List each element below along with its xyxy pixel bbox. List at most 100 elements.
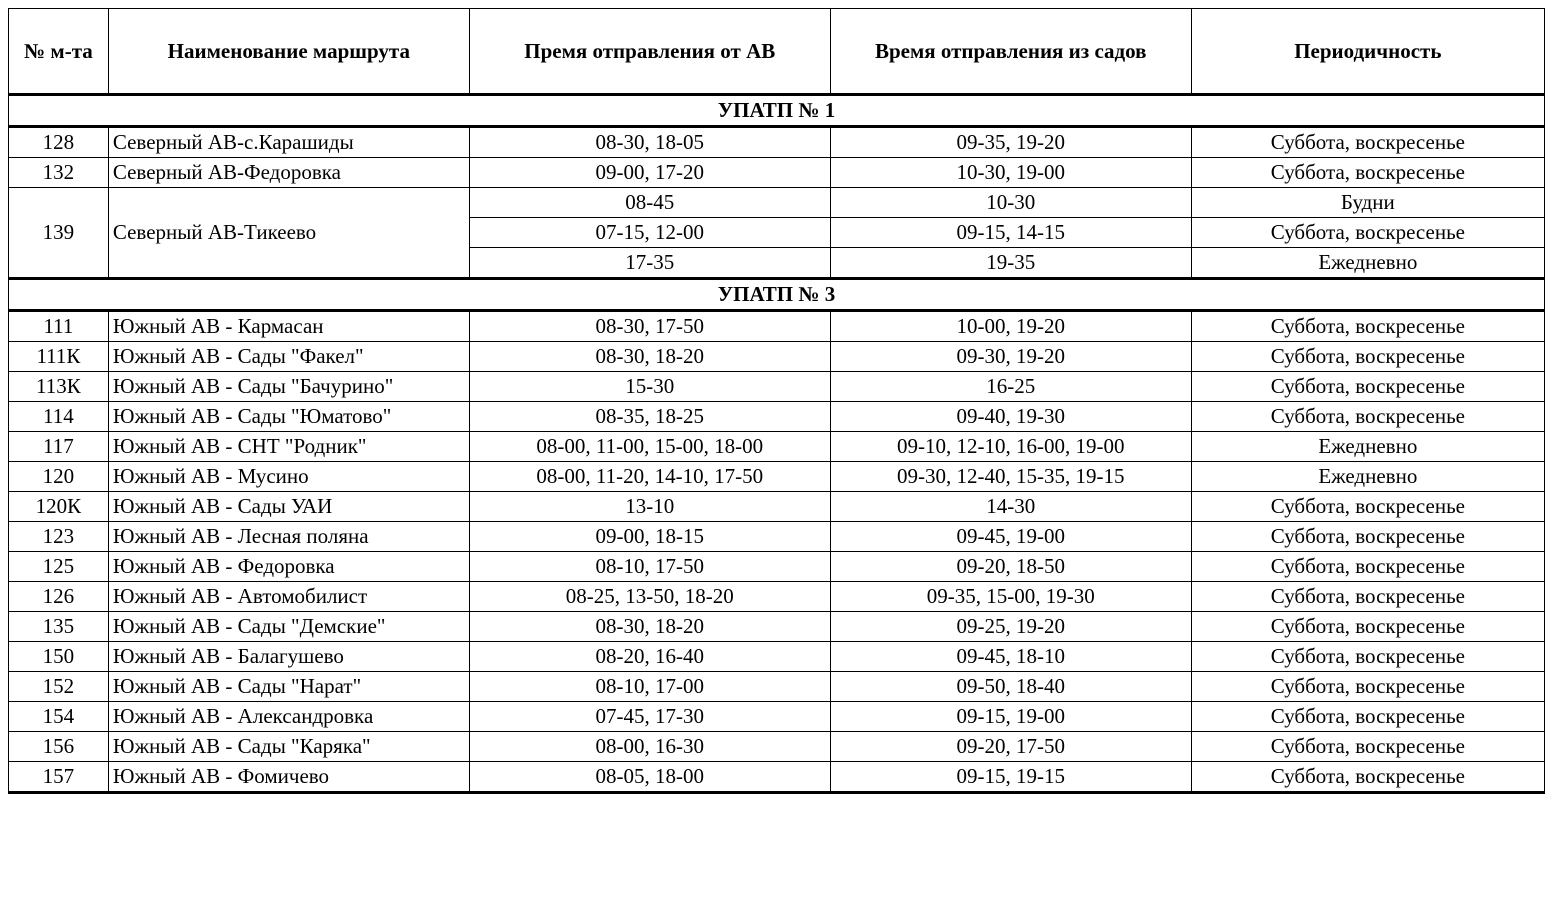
table-row: 113КЮжный АВ - Сады "Бачурино"15-3016-25… [9, 372, 1545, 402]
cell-periodicity: Будни [1191, 188, 1544, 218]
cell-departure: 17-35 [469, 248, 830, 279]
header-periodicity: Периодичность [1191, 9, 1544, 95]
cell-route-no: 114 [9, 402, 109, 432]
cell-route-no: 150 [9, 642, 109, 672]
header-return: Время отправления из садов [830, 9, 1191, 95]
cell-periodicity: Суббота, воскресенье [1191, 642, 1544, 672]
cell-periodicity: Суббота, воскресенье [1191, 218, 1544, 248]
table-row: 132Северный АВ-Федоровка09-00, 17-2010-3… [9, 158, 1545, 188]
cell-route-no: 111К [9, 342, 109, 372]
cell-periodicity: Ежедневно [1191, 248, 1544, 279]
cell-departure: 08-00, 11-20, 14-10, 17-50 [469, 462, 830, 492]
cell-departure: 09-00, 17-20 [469, 158, 830, 188]
cell-return: 09-15, 19-15 [830, 762, 1191, 793]
cell-periodicity: Суббота, воскресенье [1191, 702, 1544, 732]
cell-return: 09-15, 19-00 [830, 702, 1191, 732]
table-row: 157Южный АВ - Фомичево08-05, 18-0009-15,… [9, 762, 1545, 793]
cell-periodicity: Суббота, воскресенье [1191, 762, 1544, 793]
cell-departure: 08-45 [469, 188, 830, 218]
cell-return: 10-30 [830, 188, 1191, 218]
cell-route-name: Южный АВ - Кармасан [108, 311, 469, 342]
table-row: 117Южный АВ - СНТ "Родник"08-00, 11-00, … [9, 432, 1545, 462]
cell-return: 09-30, 12-40, 15-35, 19-15 [830, 462, 1191, 492]
table-row: 128Северный АВ-с.Карашиды08-30, 18-0509-… [9, 127, 1545, 158]
cell-route-name: Южный АВ - Сады "Бачурино" [108, 372, 469, 402]
cell-route-name: Северный АВ-Тикеево [108, 188, 469, 279]
cell-route-no: 132 [9, 158, 109, 188]
cell-return: 10-00, 19-20 [830, 311, 1191, 342]
cell-route-no: 113К [9, 372, 109, 402]
cell-route-name: Южный АВ - Сады "Нарат" [108, 672, 469, 702]
cell-route-name: Южный АВ - Лесная поляна [108, 522, 469, 552]
cell-departure: 13-10 [469, 492, 830, 522]
cell-periodicity: Суббота, воскресенье [1191, 127, 1544, 158]
cell-route-name: Южный АВ - Фомичево [108, 762, 469, 793]
cell-departure: 08-00, 16-30 [469, 732, 830, 762]
table-body: УПАТП № 1128Северный АВ-с.Карашиды08-30,… [9, 95, 1545, 793]
cell-route-name: Северный АВ-Федоровка [108, 158, 469, 188]
cell-departure: 08-30, 18-20 [469, 342, 830, 372]
table-row: 154Южный АВ - Александровка07-45, 17-300… [9, 702, 1545, 732]
cell-return: 09-35, 15-00, 19-30 [830, 582, 1191, 612]
section-header: УПАТП № 1 [9, 95, 1545, 127]
cell-departure: 08-00, 11-00, 15-00, 18-00 [469, 432, 830, 462]
cell-periodicity: Суббота, воскресенье [1191, 311, 1544, 342]
table-row: 139Северный АВ-Тикеево08-4510-30Будни [9, 188, 1545, 218]
cell-route-no: 157 [9, 762, 109, 793]
cell-route-no: 139 [9, 188, 109, 279]
header-route-no: № м-та [9, 9, 109, 95]
cell-return: 09-15, 14-15 [830, 218, 1191, 248]
cell-route-name: Южный АВ - СНТ "Родник" [108, 432, 469, 462]
cell-route-name: Южный АВ - Сады "Демские" [108, 612, 469, 642]
cell-route-no: 117 [9, 432, 109, 462]
cell-periodicity: Суббота, воскресенье [1191, 492, 1544, 522]
cell-route-no: 126 [9, 582, 109, 612]
cell-route-name: Южный АВ - Балагушево [108, 642, 469, 672]
cell-periodicity: Суббота, воскресенье [1191, 672, 1544, 702]
table-header: № м-та Наименование маршрута Премя отпра… [9, 9, 1545, 95]
cell-periodicity: Суббота, воскресенье [1191, 158, 1544, 188]
cell-periodicity: Суббота, воскресенье [1191, 342, 1544, 372]
table-row: 125Южный АВ - Федоровка08-10, 17-5009-20… [9, 552, 1545, 582]
table-row: 156Южный АВ - Сады "Каряка"08-00, 16-300… [9, 732, 1545, 762]
cell-periodicity: Суббота, воскресенье [1191, 372, 1544, 402]
cell-return: 14-30 [830, 492, 1191, 522]
cell-route-no: 156 [9, 732, 109, 762]
cell-departure: 07-45, 17-30 [469, 702, 830, 732]
cell-route-name: Южный АВ - Автомобилист [108, 582, 469, 612]
cell-route-no: 111 [9, 311, 109, 342]
cell-departure: 08-35, 18-25 [469, 402, 830, 432]
cell-return: 09-45, 18-10 [830, 642, 1191, 672]
cell-departure: 08-30, 17-50 [469, 311, 830, 342]
cell-route-no: 152 [9, 672, 109, 702]
cell-departure: 08-25, 13-50, 18-20 [469, 582, 830, 612]
cell-route-name: Южный АВ - Сады УАИ [108, 492, 469, 522]
cell-return: 09-25, 19-20 [830, 612, 1191, 642]
cell-return: 09-45, 19-00 [830, 522, 1191, 552]
cell-periodicity: Суббота, воскресенье [1191, 582, 1544, 612]
cell-departure: 08-30, 18-05 [469, 127, 830, 158]
cell-route-no: 128 [9, 127, 109, 158]
cell-route-no: 120 [9, 462, 109, 492]
schedule-table: № м-та Наименование маршрута Премя отпра… [8, 8, 1545, 794]
cell-route-no: 135 [9, 612, 109, 642]
cell-departure: 08-10, 17-00 [469, 672, 830, 702]
cell-route-name: Южный АВ - Сады "Юматово" [108, 402, 469, 432]
cell-route-no: 125 [9, 552, 109, 582]
table-row: 123Южный АВ - Лесная поляна09-00, 18-150… [9, 522, 1545, 552]
header-departure: Премя отправления от АВ [469, 9, 830, 95]
cell-route-no: 120К [9, 492, 109, 522]
cell-departure: 08-10, 17-50 [469, 552, 830, 582]
section-header: УПАТП № 3 [9, 279, 1545, 311]
cell-departure: 09-00, 18-15 [469, 522, 830, 552]
cell-departure: 15-30 [469, 372, 830, 402]
cell-return: 10-30, 19-00 [830, 158, 1191, 188]
cell-periodicity: Ежедневно [1191, 432, 1544, 462]
cell-return: 16-25 [830, 372, 1191, 402]
cell-periodicity: Суббота, воскресенье [1191, 402, 1544, 432]
cell-departure: 08-30, 18-20 [469, 612, 830, 642]
cell-return: 09-50, 18-40 [830, 672, 1191, 702]
cell-periodicity: Суббота, воскресенье [1191, 552, 1544, 582]
table-row: 114Южный АВ - Сады "Юматово"08-35, 18-25… [9, 402, 1545, 432]
cell-return: 09-30, 19-20 [830, 342, 1191, 372]
